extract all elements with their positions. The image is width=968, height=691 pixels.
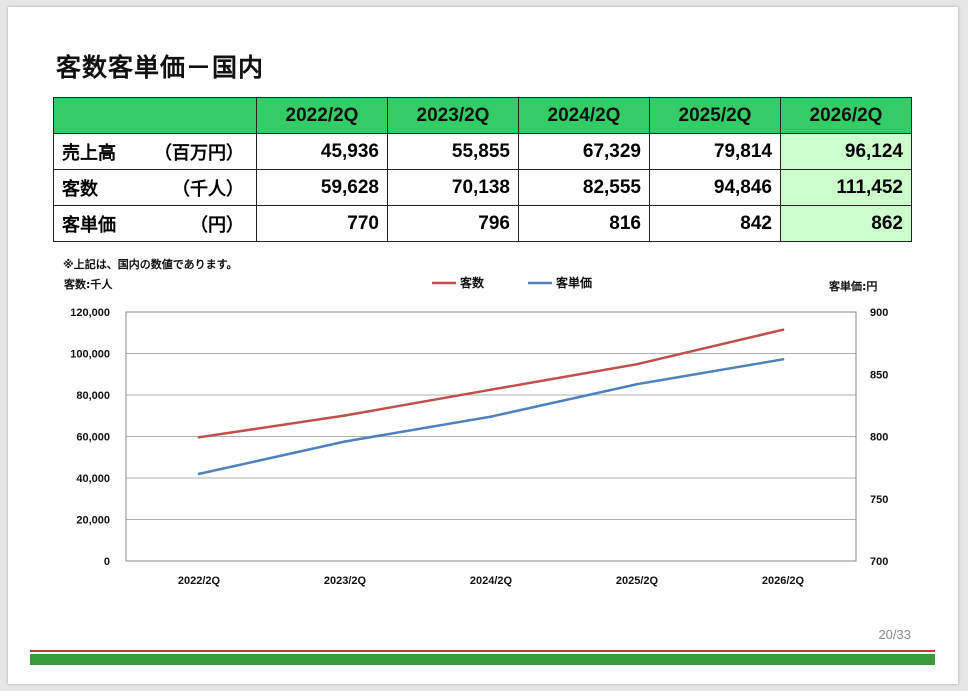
left-axis-title: 客数:千人: [64, 278, 113, 291]
data-point: [343, 414, 347, 417]
footer-green-bar: [30, 654, 935, 665]
y-tick-label-left: 100,000: [70, 349, 110, 361]
legend-label: 客数: [459, 275, 485, 290]
table-header-cell: 2023/2Q: [387, 97, 519, 134]
x-tick-label: 2022/2Q: [178, 575, 221, 587]
x-tick-label: 2024/2Q: [470, 575, 513, 587]
table-cell: 796: [387, 205, 519, 242]
row-label-unit: （円）: [190, 214, 244, 236]
table-cell-highlight: 96,124: [780, 133, 912, 170]
table-header-cell: 2025/2Q: [649, 97, 781, 134]
table-cell: 94,846: [649, 169, 781, 206]
page-title: 客数客単価－国内: [56, 53, 265, 82]
x-tick-label: 2023/2Q: [324, 575, 367, 587]
table-cell: 816: [518, 205, 650, 242]
row-label: 客数 （千人）: [53, 169, 257, 206]
y-tick-label-right: 750: [870, 494, 888, 506]
row-label-unit: （千人）: [172, 178, 244, 200]
table-row: 売上高 （百万円） 45,936 55,855 67,329 79,814 96,…: [53, 133, 912, 170]
table-header-cell: 2022/2Q: [256, 97, 388, 134]
table-cell: 842: [649, 205, 781, 242]
x-tick-label: 2025/2Q: [616, 575, 659, 587]
table-cell: 59,628: [256, 169, 388, 206]
x-tick-label: 2026/2Q: [762, 575, 805, 587]
data-point: [781, 328, 785, 332]
y-tick-label-left: 80,000: [76, 390, 110, 402]
row-label-name: 客数: [62, 178, 98, 200]
data-point: [635, 362, 639, 366]
data-point: [781, 358, 785, 361]
y-tick-label-right: 800: [870, 432, 888, 444]
table-row: 客単価 （円） 770 796 816 842 862: [53, 205, 912, 242]
table-cell: 45,936: [256, 133, 388, 170]
y-tick-label-left: 20,000: [76, 515, 110, 527]
y-tick-label-right: 900: [870, 307, 888, 319]
data-point: [197, 435, 201, 439]
plot-area-frame: [125, 311, 857, 562]
table-cell-highlight: 862: [780, 205, 912, 242]
right-axis-title: 客単価:円: [829, 280, 878, 293]
footnote: ※上記は、国内の数値であります。: [63, 258, 238, 271]
y-tick-label-right: 850: [870, 369, 888, 381]
row-label-name: 売上高: [62, 142, 116, 164]
data-point: [489, 415, 493, 418]
y-tick-label-left: 0: [104, 556, 110, 568]
row-label: 売上高 （百万円）: [53, 133, 257, 170]
data-point: [197, 472, 201, 476]
table-header-cell: 2026/2Q: [780, 97, 912, 134]
data-point: [489, 388, 493, 391]
table-header-blank: [53, 97, 257, 134]
legend-label: 客単価: [555, 275, 592, 290]
page-number: 20/33: [878, 627, 911, 642]
table-cell: 79,814: [649, 133, 781, 170]
series-line-customers: [198, 328, 784, 439]
footer-red-bar: [30, 650, 935, 652]
table-header-row: 2022/2Q 2023/2Q 2024/2Q 2025/2Q 2026/2Q: [53, 97, 912, 134]
row-label: 客単価 （円）: [53, 205, 257, 242]
y-tick-label-right: 700: [870, 556, 888, 568]
y-tick-label-left: 60,000: [76, 432, 110, 444]
data-point: [635, 382, 639, 386]
y-tick-label-left: 40,000: [76, 473, 110, 485]
table-cell: 55,855: [387, 133, 519, 170]
data-table: 2022/2Q 2023/2Q 2024/2Q 2025/2Q 2026/2Q …: [53, 97, 912, 242]
table-cell: 67,329: [518, 133, 650, 170]
table-cell-highlight: 111,452: [780, 169, 912, 206]
y-tick-label-left: 120,000: [70, 307, 110, 319]
row-label-unit: （百万円）: [154, 142, 244, 164]
data-point: [343, 440, 347, 443]
table-header-cell: 2024/2Q: [518, 97, 650, 134]
row-label-name: 客単価: [62, 214, 116, 236]
